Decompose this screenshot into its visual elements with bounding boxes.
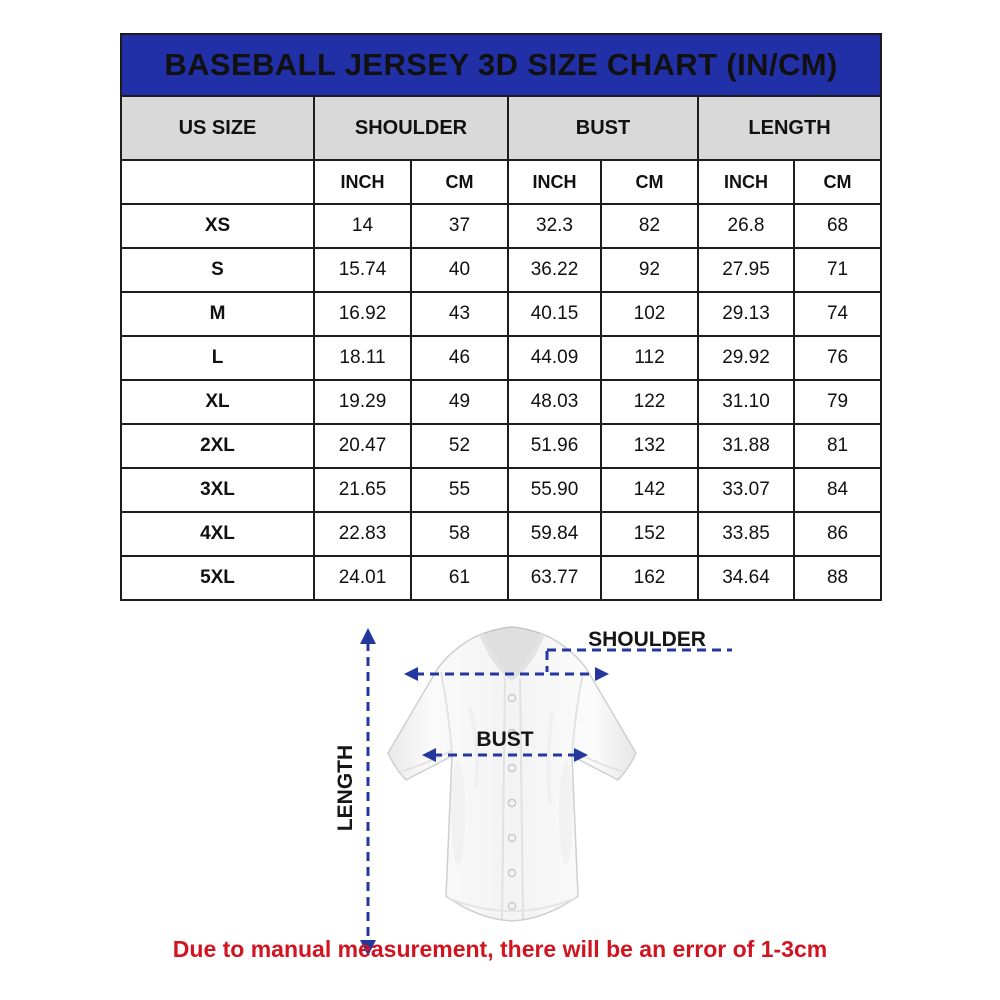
table-row: M 16.92 43 40.15 102 29.13 74 (120, 291, 883, 337)
bust-inch-cell: 55.90 (507, 467, 602, 513)
size-label-cell: XS (120, 203, 315, 249)
measurement-lines (366, 642, 732, 942)
bust-cm-cell: 112 (600, 335, 699, 381)
column-group-header-row: US SIZE SHOULDER BUST LENGTH (120, 95, 883, 161)
shoulder-label: SHOULDER (588, 628, 706, 651)
shoulder-cm-cell: 40 (410, 247, 509, 293)
size-label-cell: 2XL (120, 423, 315, 469)
size-label-cell: 5XL (120, 555, 315, 601)
length-inch-cell: 33.07 (697, 467, 795, 513)
table-row: 2XL 20.47 52 51.96 132 31.88 81 (120, 423, 883, 469)
table-row: XL 19.29 49 48.03 122 31.10 79 (120, 379, 883, 425)
bust-cm-cell: 122 (600, 379, 699, 425)
bust-inch-cell: 48.03 (507, 379, 602, 425)
table-row: 3XL 21.65 55 55.90 142 33.07 84 (120, 467, 883, 513)
bust-inch-cell: 63.77 (507, 555, 602, 601)
jersey-measurement-diagram: SHOULDER BUST LENGTH (334, 626, 732, 956)
size-label-cell: S (120, 247, 315, 293)
size-table-body: XS 14 37 32.3 82 26.8 68 S 15.74 40 36.2… (120, 203, 883, 601)
shoulder-cm-cell: 58 (410, 511, 509, 557)
shoulder-cm-cell: 37 (410, 203, 509, 249)
length-inch-cell: 31.10 (697, 379, 795, 425)
column-header-length: LENGTH (696, 95, 883, 161)
shoulder-inch-cell: 21.65 (313, 467, 412, 513)
bust-cm-cell: 92 (600, 247, 699, 293)
unit-header-bust-cm: CM (600, 159, 699, 205)
column-header-us-size: US SIZE (120, 95, 315, 161)
unit-header-bust-inch: INCH (507, 159, 602, 205)
shoulder-inch-cell: 18.11 (313, 335, 412, 381)
size-label-cell: L (120, 335, 315, 381)
shoulder-inch-cell: 14 (313, 203, 412, 249)
shoulder-inch-cell: 22.83 (313, 511, 412, 557)
bust-cm-cell: 102 (600, 291, 699, 337)
bust-inch-cell: 36.22 (507, 247, 602, 293)
unit-header-shoulder-inch: INCH (313, 159, 412, 205)
bust-inch-cell: 59.84 (507, 511, 602, 557)
length-label: LENGTH (334, 745, 357, 831)
size-chart-table: BASEBALL JERSEY 3D SIZE CHART (IN/CM) US… (119, 33, 883, 601)
length-inch-cell: 27.95 (697, 247, 795, 293)
page-title: BASEBALL JERSEY 3D SIZE CHART (IN/CM) (119, 33, 883, 97)
length-cm-cell: 71 (792, 247, 883, 293)
shoulder-inch-cell: 19.29 (313, 379, 412, 425)
shoulder-cm-cell: 61 (410, 555, 509, 601)
size-label-cell: 4XL (120, 511, 315, 557)
length-cm-cell: 79 (792, 379, 883, 425)
length-cm-cell: 76 (792, 335, 883, 381)
shoulder-inch-cell: 16.92 (313, 291, 412, 337)
table-row: XS 14 37 32.3 82 26.8 68 (120, 203, 883, 249)
length-cm-cell: 74 (792, 291, 883, 337)
size-label-cell: XL (120, 379, 315, 425)
bust-cm-cell: 132 (600, 423, 699, 469)
bust-cm-cell: 142 (600, 467, 699, 513)
chart-title-row: BASEBALL JERSEY 3D SIZE CHART (IN/CM) (119, 33, 883, 97)
length-inch-cell: 31.88 (697, 423, 795, 469)
bust-label: BUST (476, 728, 533, 751)
shoulder-cm-cell: 43 (410, 291, 509, 337)
shoulder-inch-cell: 15.74 (313, 247, 412, 293)
length-cm-cell: 68 (792, 203, 883, 249)
shoulder-cm-cell: 49 (410, 379, 509, 425)
length-inch-cell: 33.85 (697, 511, 795, 557)
unit-header-length-cm: CM (792, 159, 883, 205)
size-label-cell: 3XL (120, 467, 315, 513)
length-inch-cell: 34.64 (697, 555, 795, 601)
length-inch-cell: 26.8 (697, 203, 795, 249)
length-cm-cell: 88 (792, 555, 883, 601)
table-row: 4XL 22.83 58 59.84 152 33.85 86 (120, 511, 883, 557)
length-inch-cell: 29.13 (697, 291, 795, 337)
length-inch-cell: 29.92 (697, 335, 795, 381)
column-header-shoulder: SHOULDER (313, 95, 509, 161)
shoulder-inch-cell: 20.47 (313, 423, 412, 469)
bust-cm-cell: 82 (600, 203, 699, 249)
length-cm-cell: 84 (792, 467, 883, 513)
table-row: L 18.11 46 44.09 112 29.92 76 (120, 335, 883, 381)
jersey-image (387, 626, 637, 922)
unit-header-empty (120, 159, 315, 205)
shoulder-cm-cell: 46 (410, 335, 509, 381)
measurement-error-note: Due to manual measurement, there will be… (172, 936, 828, 962)
measurement-arrowheads (360, 628, 609, 956)
bust-inch-cell: 44.09 (507, 335, 602, 381)
size-label-cell: M (120, 291, 315, 337)
column-header-bust: BUST (507, 95, 699, 161)
shoulder-inch-cell: 24.01 (313, 555, 412, 601)
bust-cm-cell: 162 (600, 555, 699, 601)
unit-header-length-inch: INCH (697, 159, 795, 205)
unit-header-shoulder-cm: CM (410, 159, 509, 205)
table-row: S 15.74 40 36.22 92 27.95 71 (120, 247, 883, 293)
table-row: 5XL 24.01 61 63.77 162 34.64 88 (120, 555, 883, 601)
shoulder-cm-cell: 55 (410, 467, 509, 513)
unit-header-row: INCH CM INCH CM INCH CM (120, 159, 883, 205)
bust-inch-cell: 40.15 (507, 291, 602, 337)
length-cm-cell: 86 (792, 511, 883, 557)
bust-cm-cell: 152 (600, 511, 699, 557)
bust-inch-cell: 51.96 (507, 423, 602, 469)
bust-inch-cell: 32.3 (507, 203, 602, 249)
length-cm-cell: 81 (792, 423, 883, 469)
shoulder-cm-cell: 52 (410, 423, 509, 469)
